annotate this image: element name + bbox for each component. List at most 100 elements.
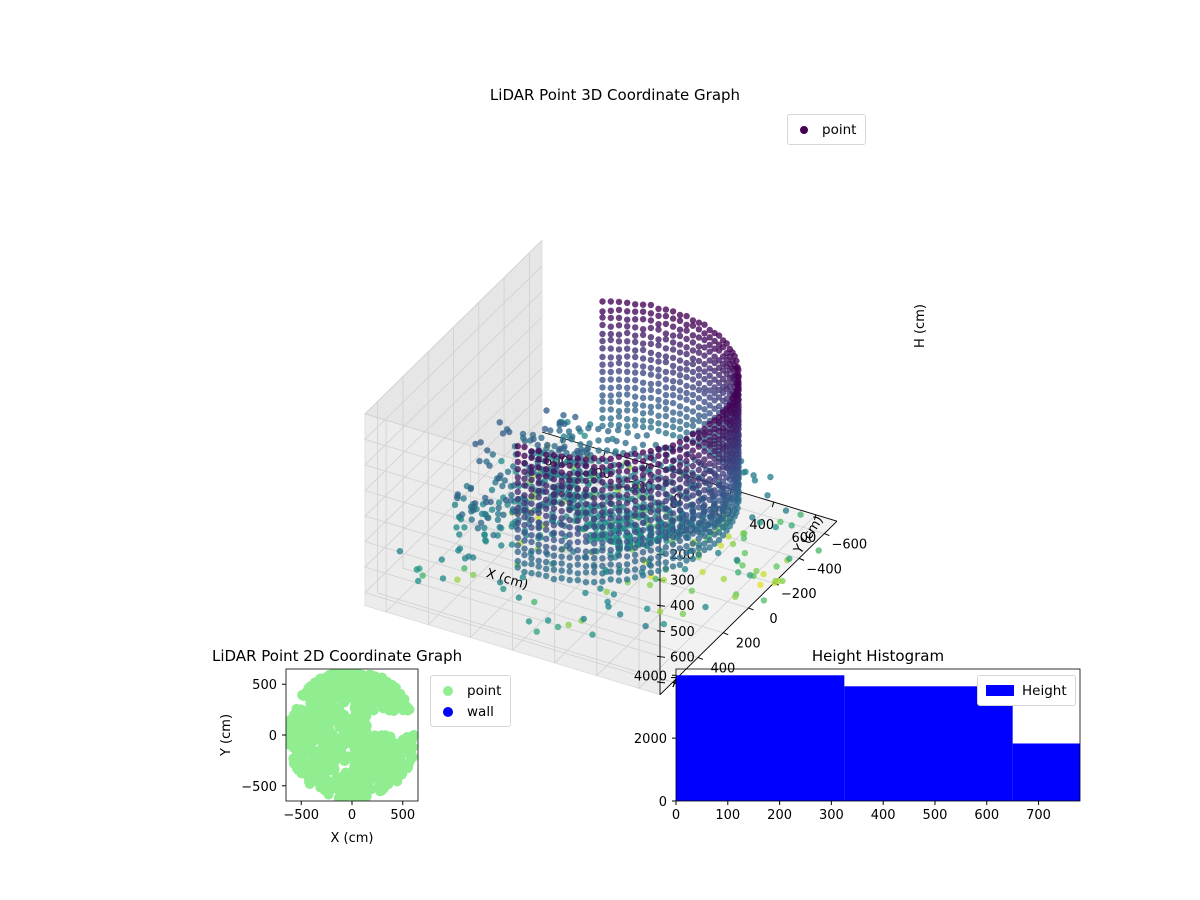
lidar-point [631,558,639,565]
lidar-point [586,440,593,447]
lidar-point [676,531,684,538]
lidar-point [639,326,647,333]
lidar-point [615,421,623,429]
lidar-point [556,419,563,426]
lidar-point [543,407,550,414]
lidar-point [599,494,606,501]
lidar-point [623,567,631,574]
lidar-point [757,581,764,588]
lidar-point [669,554,677,562]
lidar-point [535,487,542,495]
lidar-point [607,554,614,562]
lidar-point [676,434,684,441]
lidar-point [607,546,614,554]
y-tick-label: −600 [831,538,867,553]
lidar-point [558,521,565,528]
lidar-point [558,560,565,567]
lidar-point [550,476,558,483]
lidar-point [701,478,708,485]
lidar-point [689,501,696,508]
lidar-point [733,357,740,365]
lidar-point [711,345,718,352]
lidar-point [550,575,558,583]
lidar-point [655,445,662,453]
lidar-point [647,531,654,539]
lidar-point [558,453,565,460]
lidar-point [647,301,655,309]
lidar-point [632,401,639,408]
lidar-point [643,432,650,439]
lidar-point [715,505,723,512]
lidar-point [631,483,639,490]
lidar-point [715,414,723,421]
lidar-point [623,476,631,484]
lidar-point [711,359,718,367]
lidar-point [655,412,662,419]
lidar-point [662,475,669,482]
h-tick [656,604,666,607]
lidar-point [514,458,521,466]
lidar-point [477,519,485,527]
lidar-point [689,391,697,399]
lidar-point [662,312,670,320]
lidar-point [632,384,639,392]
lidar-point [655,380,662,387]
lidar-point [558,567,565,574]
lidar-point [689,540,696,547]
point-marker [311,748,322,759]
point-marker [305,681,316,692]
point-marker [356,669,367,680]
point-marker [324,728,335,739]
lidar-point [669,423,677,431]
lidar-point [647,462,654,470]
lidar-point [683,518,690,525]
lidar-point [519,574,527,581]
lidar-point [639,387,647,394]
x-tick-label: 200 [767,808,792,823]
lidar-point [599,406,606,413]
lidar-point [683,534,690,541]
lidar-point [541,425,549,433]
lidar-point [662,550,669,558]
lidar-point [711,447,718,454]
lidar-point [639,355,647,362]
lidar-point [498,542,505,549]
lidar-point [676,446,684,453]
lidar-point [615,562,623,569]
lidar-point [679,610,687,617]
lidar-point [788,522,795,529]
lidar-point [624,361,631,368]
lidar-point [574,485,581,493]
lidar-point [676,394,684,401]
lidar-point [607,314,614,322]
x-tick-label: −500 [283,808,319,823]
lidar-point [647,516,654,524]
lidar-point [467,485,474,492]
lidar-point [477,439,484,446]
y-tick-label: 0 [269,729,277,744]
lidar-point [528,569,535,577]
point-marker [391,739,402,750]
lidar-point [676,410,684,417]
lidar-point [566,531,573,538]
lidar-point [647,547,654,554]
lidar-point [550,529,558,536]
lidar-point [582,470,590,477]
lidar-point [701,406,708,413]
lidar-point [498,457,505,465]
lidar-point [558,546,565,553]
lidar-point [760,597,768,604]
lidar-point [599,398,606,405]
lidar-point [706,481,713,488]
lidar-point [535,557,542,564]
lidar-point [689,431,696,438]
h-tick [656,681,666,684]
lidar-point [623,561,631,568]
lidar-point [521,482,528,489]
lidar-point [662,505,669,512]
lidar-point [531,598,538,606]
lidar-point [706,334,713,341]
lidar-point [558,553,565,560]
lidar-point [647,386,655,394]
y-tick-label: 2000 [634,732,667,747]
